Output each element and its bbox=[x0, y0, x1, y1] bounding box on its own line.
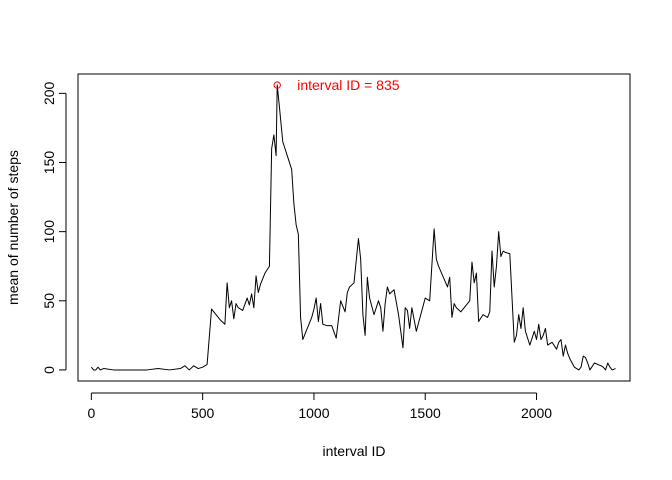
plot-area: 0 500 1000 1500 2000 0 50 100 150 200 interval ID … bbox=[41, 73, 631, 421]
x-tick-label: 1500 bbox=[410, 405, 441, 421]
y-tick-label: 150 bbox=[41, 151, 57, 175]
x-axis-title: interval ID bbox=[322, 443, 385, 459]
y-tick-label: 0 bbox=[41, 366, 57, 374]
y-tick-label: 50 bbox=[41, 293, 57, 309]
plot-box bbox=[77, 73, 631, 382]
annotation-label: interval ID = 835 bbox=[297, 77, 400, 93]
y-tick-label: 100 bbox=[41, 220, 57, 244]
x-tick-label: 500 bbox=[191, 405, 215, 421]
y-axis-title: mean of number of steps bbox=[5, 150, 21, 305]
x-tick-label: 1000 bbox=[298, 405, 329, 421]
x-tick-label: 0 bbox=[87, 405, 95, 421]
x-tick-label: 2000 bbox=[521, 405, 552, 421]
y-tick-label: 200 bbox=[41, 81, 57, 105]
annotation-marker bbox=[273, 81, 281, 89]
series-line bbox=[90, 84, 616, 371]
